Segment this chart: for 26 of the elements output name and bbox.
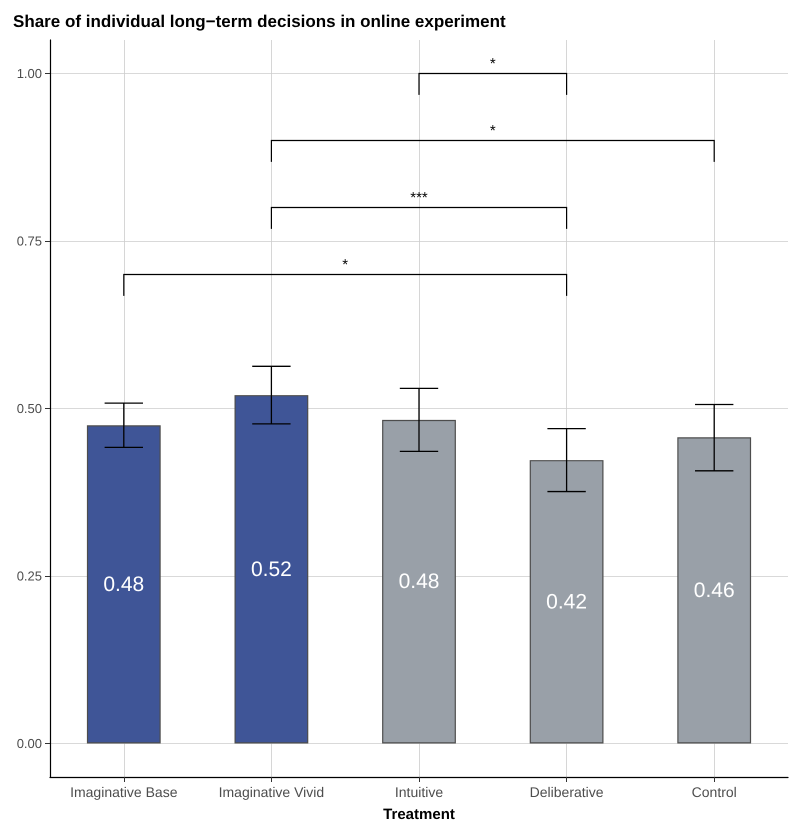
bar (530, 460, 604, 744)
bar (86, 425, 161, 744)
x-tick-label: Imaginative Vivid (218, 784, 324, 800)
annotation: *** (410, 190, 428, 207)
y-tick-label: 0.00 (16, 736, 42, 751)
data-label: 0.48 (398, 570, 440, 594)
data-label: 0.46 (694, 578, 735, 602)
x-tick-label: Deliberative (530, 784, 604, 800)
y-tick-label: 0.75 (16, 234, 42, 248)
bar (382, 420, 456, 744)
y-tick-label: 0.50 (16, 401, 42, 416)
annotation: * (342, 256, 348, 274)
data-label: 0.42 (546, 590, 588, 614)
data-label: 0.52 (250, 558, 292, 581)
x-tick-label: Imaginative Base (70, 784, 178, 800)
data-label: 0.48 (103, 572, 144, 596)
x-tick-label: Control (692, 784, 737, 800)
bar (234, 395, 308, 744)
x-axis-title: Treatment (383, 806, 455, 823)
y-tick-label: 1.00 (16, 66, 42, 81)
y-tick-label: 0.25 (16, 568, 42, 584)
x-tick-label: Intuitive (394, 784, 444, 800)
bar (677, 437, 752, 744)
chart-title: Share of individual long−term decisions in online experiment (13, 12, 506, 31)
annotation: * (490, 122, 496, 140)
annotation: * (490, 56, 496, 73)
